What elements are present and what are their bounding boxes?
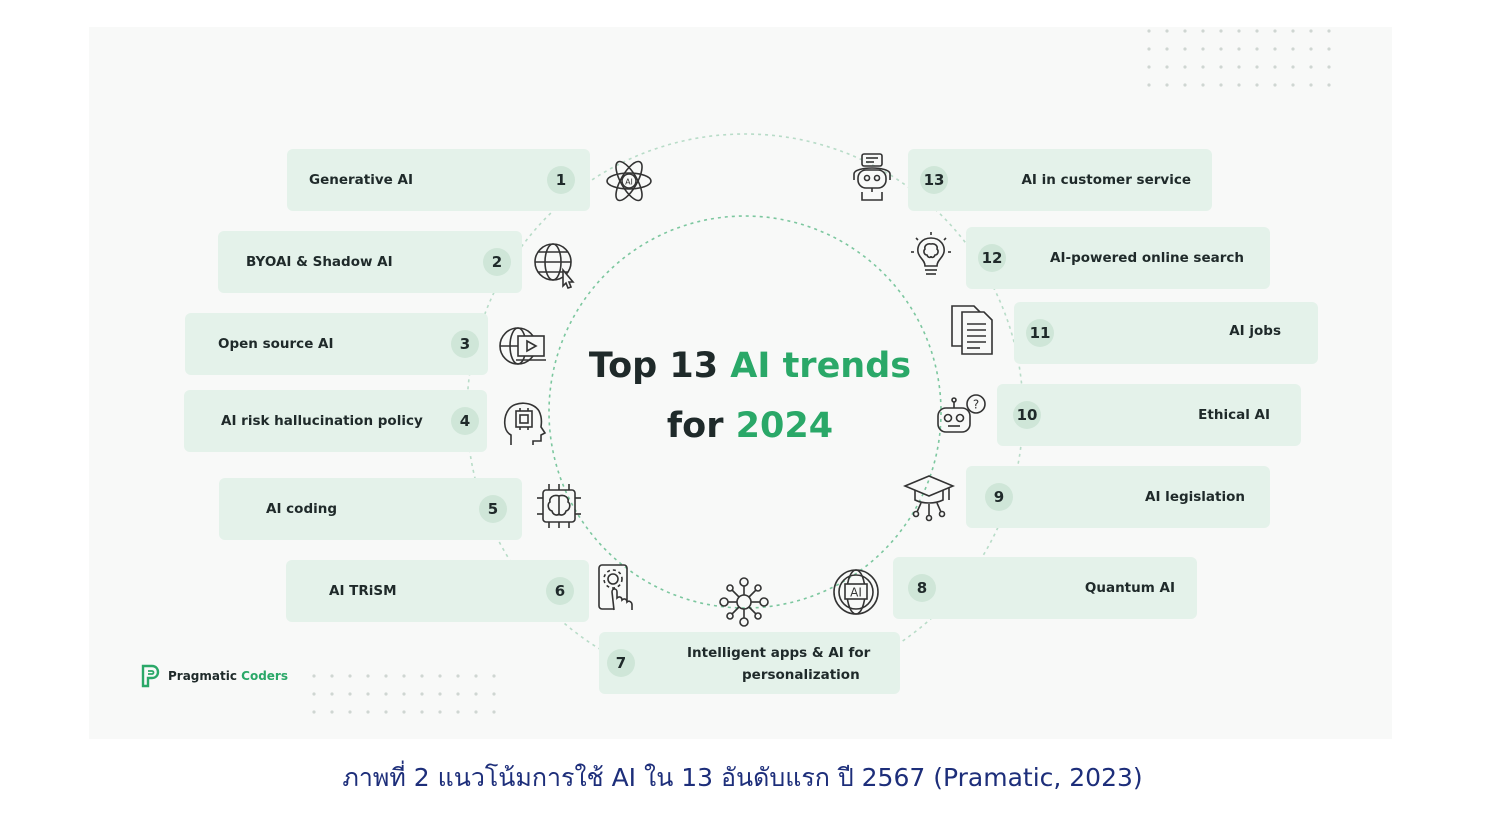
trend-number: 7 <box>607 649 635 677</box>
logo-text: Pragmatic <box>168 669 237 683</box>
trend-label: Generative AI <box>309 172 413 188</box>
figure-caption: ภาพที่ 2 แนวโน้มการใช้ AI ใน 13 อันดับแร… <box>342 763 1143 792</box>
trend-label: AI jobs <box>1229 323 1281 339</box>
globe-video-icon <box>496 320 548 372</box>
trend-label: AI TRiSM <box>329 583 397 599</box>
trend-label-line2: personalization <box>742 667 860 683</box>
network-nodes-icon <box>718 576 770 628</box>
trend-label: AI-powered online search <box>1050 250 1244 266</box>
trend-label: Ethical AI <box>1198 407 1270 423</box>
trend-number: 5 <box>479 495 507 523</box>
trend-number: 6 <box>546 577 574 605</box>
title-text: Top 13 <box>588 346 731 386</box>
trend-number: 3 <box>451 330 479 358</box>
trend-label: Open source AI <box>218 336 334 352</box>
trend-card-12: 12 AI-powered online search <box>966 227 1270 289</box>
lightbulb-brain-icon <box>905 230 957 282</box>
trend-card-8: 8 Quantum AI <box>893 557 1197 619</box>
trend-card-2: BYOAI & Shadow AI 2 <box>218 231 522 293</box>
trend-number: 2 <box>483 248 511 276</box>
pragmatic-coders-logo-icon <box>141 664 160 688</box>
trend-label: BYOAI & Shadow AI <box>246 254 393 270</box>
dot-grid-bottom-left <box>312 674 496 714</box>
head-chip-icon <box>497 397 549 449</box>
trend-label: Quantum AI <box>1084 580 1175 596</box>
trend-number: 12 <box>978 244 1006 272</box>
svg-text:AI: AI <box>850 586 862 600</box>
trend-number: 11 <box>1026 319 1054 347</box>
touch-gear-icon <box>590 562 642 614</box>
globe-cursor-icon <box>529 238 581 290</box>
trend-card-1: Generative AI 1 <box>287 149 590 211</box>
trend-label: AI risk hallucination policy <box>221 413 423 429</box>
trend-card-3: Open source AI 3 <box>185 313 488 375</box>
title-text-2: for <box>666 406 736 446</box>
svg-text:?: ? <box>973 398 979 412</box>
title-year: 2024 <box>735 406 834 446</box>
pragmatic-coders-logo: Pragmatic Coders <box>140 662 288 690</box>
center-title: Top 13 AI trends for 2024 <box>560 336 940 456</box>
trend-number: 10 <box>1013 401 1041 429</box>
svg-text:AI: AI <box>625 178 633 187</box>
trend-card-11: 11 AI jobs <box>1014 302 1318 364</box>
robot-question-icon: ? <box>934 390 986 442</box>
trend-number: 9 <box>985 483 1013 511</box>
trend-label: AI in customer service <box>1021 172 1191 188</box>
trend-number: 8 <box>908 574 936 602</box>
graduation-cap-icon <box>902 472 956 524</box>
trend-label: AI coding <box>266 501 338 517</box>
trend-card-9: 9 AI legislation <box>966 466 1270 528</box>
dot-grid-top-right <box>1147 29 1331 87</box>
title-accent: AI trends <box>730 346 912 386</box>
trend-label: AI legislation <box>1145 489 1245 505</box>
trend-card-13: 13 AI in customer service <box>908 149 1212 211</box>
documents-icon <box>948 304 1000 356</box>
brain-chip-icon <box>533 480 585 532</box>
trend-card-5: AI coding 5 <box>219 478 522 540</box>
trend-card-4: AI risk hallucination policy 4 <box>184 390 487 452</box>
trend-number: 13 <box>920 166 948 194</box>
trend-card-7: 7 Intelligent apps & AI for personalizat… <box>599 632 900 694</box>
robot-support-icon <box>846 152 898 204</box>
trend-card-6: AI TRiSM 6 <box>286 560 589 622</box>
trend-card-10: 10 Ethical AI <box>997 384 1301 446</box>
trend-number: 4 <box>451 407 479 435</box>
trend-number: 1 <box>547 166 575 194</box>
logo-text-accent: Coders <box>241 669 288 683</box>
trend-label: Intelligent apps & AI for personalizatio… <box>687 642 870 686</box>
atom-ai-icon: AI <box>603 155 655 207</box>
ai-globe-icon: AI <box>830 566 882 618</box>
trend-label-line1: Intelligent apps & AI for <box>687 645 871 661</box>
